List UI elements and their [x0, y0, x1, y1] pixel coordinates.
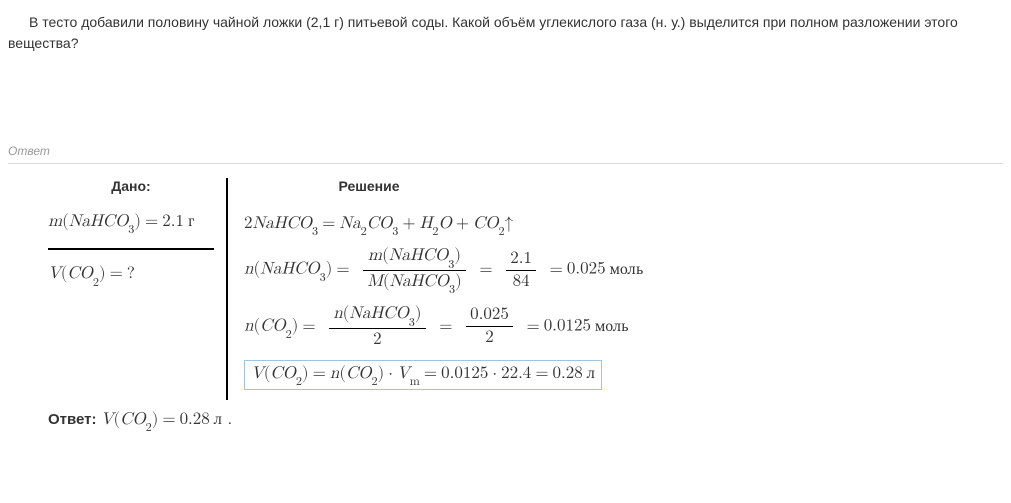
calc-v-co2-row: V(CO2)=n(CO2)·Vm=0.0125·22.4=0.28л [244, 360, 643, 390]
given-header: Дано: [48, 178, 214, 204]
reaction-equation: 2NaHCO3=Na2CO3+H2O+CO2↑ [244, 214, 643, 236]
answer-section-label: Ответ [8, 144, 1003, 158]
calc-v-co2: V(CO2)=n(CO2)·Vm=0.0125·22.4=0.28л [244, 360, 602, 390]
solution-header: Решение [244, 178, 494, 204]
given-mass: m(NaHCO3)=2.1г [48, 204, 214, 242]
problem-statement: В тесто добавили половину чайной ложки (… [8, 12, 1003, 54]
given-divider [48, 248, 214, 250]
calc-n-nahco3: n(NaHCO3)= m(NaHCO3) M(NaHCO3) = 2.1 84 … [244, 246, 643, 294]
section-divider [8, 163, 1003, 164]
solution-block: Дано: Решение m(NaHCO3)=2.1г V(CO2)=? 2N… [48, 178, 1003, 400]
calc-n-co2: n(CO2)= n(NaHCO3) 2 = 0.025 2 =0.0125мол… [244, 304, 643, 349]
given-find: V(CO2)=? [48, 256, 214, 294]
final-answer: Ответ: V(CO2)=0.28л . [48, 410, 1003, 432]
